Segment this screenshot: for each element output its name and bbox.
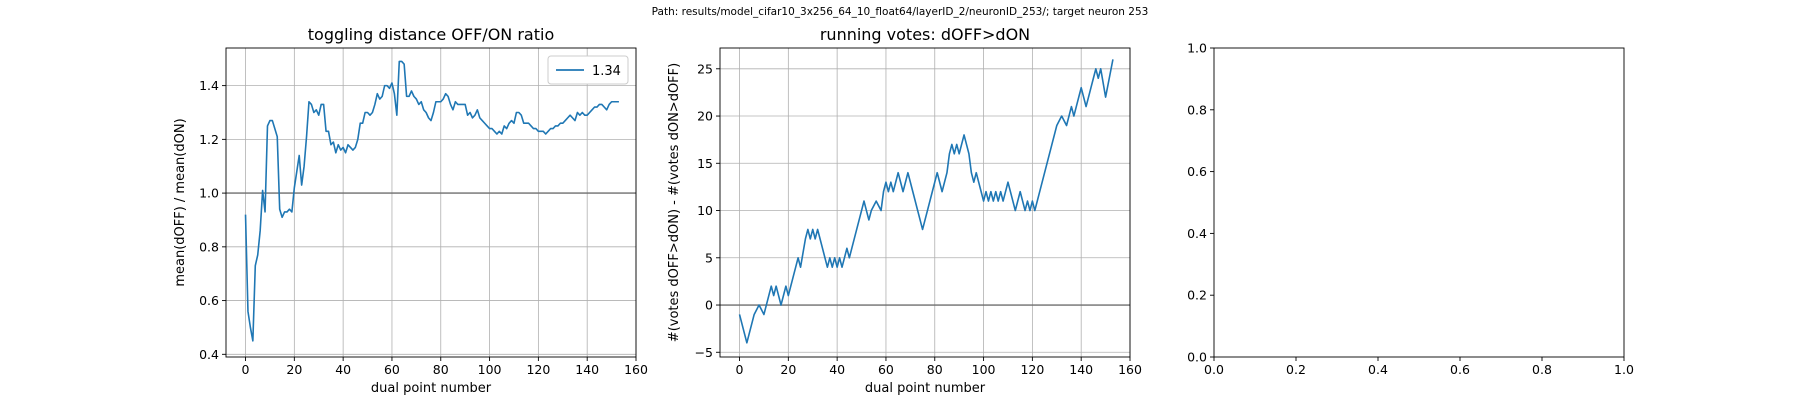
axes-frame — [1213, 47, 1625, 358]
x-tick-label: 100 — [972, 362, 996, 377]
y-tick-label: 1.0 — [199, 186, 219, 201]
x-tick-label: 0.4 — [1368, 362, 1388, 377]
x-tick-label: 140 — [1069, 362, 1093, 377]
chart-panel-2 — [716, 47, 1131, 361]
legend-label: 1.34 — [592, 64, 621, 79]
x-tick-label: 160 — [1118, 362, 1142, 377]
y-tick-label: 0.4 — [199, 347, 219, 362]
y-tick-label: 0.6 — [1187, 164, 1207, 179]
x-tick-label: 0 — [736, 362, 744, 377]
x-tick-label: 0 — [242, 362, 250, 377]
y-tick-label: 0.8 — [199, 239, 219, 254]
y-tick-label: 25 — [697, 61, 713, 76]
series-line-1 — [738, 59, 1114, 344]
x-tick-label: 20 — [286, 362, 302, 377]
y-tick-label: 0.6 — [199, 293, 219, 308]
x-tick-label: 20 — [780, 362, 796, 377]
y-tick-label: 0 — [705, 298, 713, 313]
x-tick-label: 0.8 — [1532, 362, 1552, 377]
y-tick-label: 10 — [697, 203, 713, 218]
x-tick-label: 60 — [878, 362, 894, 377]
y-tick-label: 0.4 — [1187, 226, 1207, 241]
x-tick-label: 0.6 — [1450, 362, 1470, 377]
y-tick-label: 20 — [697, 109, 713, 124]
y-tick-label: 15 — [697, 156, 713, 171]
y-tick-label: 5 — [705, 250, 713, 265]
y-tick-label: 1.4 — [199, 78, 219, 93]
legend-box — [547, 55, 629, 85]
chart-panel-3 — [1210, 47, 1625, 361]
x-tick-label: 0.0 — [1204, 362, 1224, 377]
figure-suptitle: Path: results/model_cifar10_3x256_64_10_… — [651, 6, 1149, 18]
y-tick-label: 1.2 — [199, 132, 219, 147]
x-tick-label: 1.0 — [1614, 362, 1634, 377]
y-tick-label: 1.0 — [1187, 41, 1207, 56]
y-tick-label: 0.8 — [1187, 102, 1207, 117]
x-tick-label: 40 — [829, 362, 845, 377]
x-tick-label: 40 — [335, 362, 351, 377]
x-tick-label: 140 — [575, 362, 599, 377]
y-tick-label: −5 — [695, 345, 713, 360]
x-axis-label: dual point number — [865, 381, 986, 396]
x-axis-label: dual point number — [371, 381, 492, 396]
x-tick-label: 0.2 — [1286, 362, 1306, 377]
x-tick-label: 80 — [433, 362, 449, 377]
x-tick-label: 60 — [384, 362, 400, 377]
x-tick-label: 120 — [526, 362, 550, 377]
y-axis-label: #(votes dOFF>dON) - #(votes dON>dOFF) — [667, 63, 682, 342]
y-axis-label: mean(dOFF) / mean(dON) — [173, 118, 188, 286]
chart-title: running votes: dOFF>dON — [820, 25, 1030, 44]
x-tick-label: 100 — [478, 362, 502, 377]
chart-panel-1 — [222, 47, 637, 361]
x-tick-label: 120 — [1020, 362, 1044, 377]
series-line-1 — [244, 60, 619, 342]
x-tick-label: 80 — [927, 362, 943, 377]
y-tick-label: 0.2 — [1187, 288, 1207, 303]
y-tick-label: 0.0 — [1187, 350, 1207, 365]
x-tick-label: 160 — [624, 362, 648, 377]
axes-frame — [225, 47, 637, 358]
chart-title: toggling distance OFF/ON ratio — [308, 25, 554, 44]
axes-frame — [719, 47, 1131, 358]
